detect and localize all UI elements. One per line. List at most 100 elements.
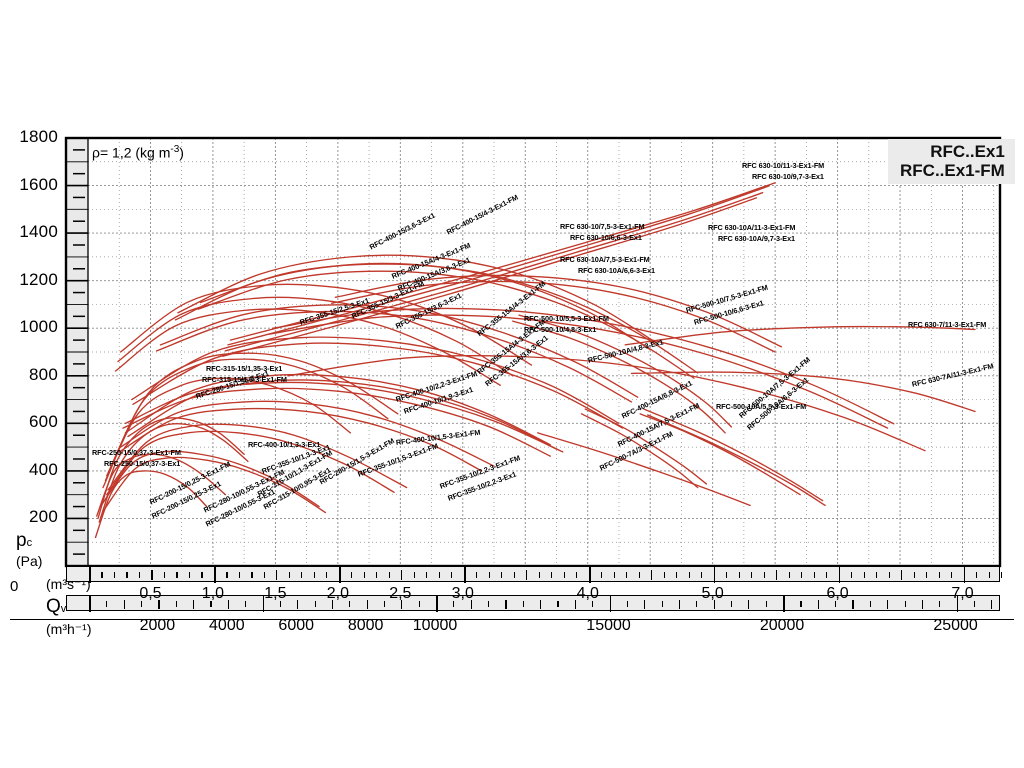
x-tick [776, 570, 778, 580]
performance-curve [639, 413, 801, 496]
x-tick [513, 572, 515, 578]
performance-curve [106, 430, 395, 496]
curve-label: RFC-500-10A/5,5-3-Ex1-FM [716, 402, 807, 411]
x-tick [238, 572, 240, 578]
x-tick [401, 570, 403, 580]
x-tick [638, 572, 640, 578]
chart-title-box: RFC..Ex1 RFC..Ex1-FM [888, 139, 1015, 185]
x-tick [588, 567, 591, 583]
x-axis-tick-label-secondary: 25000 [933, 617, 978, 634]
x-tick [663, 572, 665, 578]
x-tick-secondary [869, 601, 871, 607]
y-axis-tick-label: 1600 [19, 174, 58, 194]
performance-curve [124, 381, 564, 453]
y-axis-tick-label: 1200 [19, 269, 58, 289]
x-tick [188, 572, 191, 578]
performance-curve [131, 336, 620, 425]
x-tick-secondary [557, 601, 559, 607]
x-tick [651, 570, 653, 580]
x-axis-tick-label: 2,0 [326, 585, 349, 602]
performance-curve [118, 407, 483, 472]
performance-curve [580, 413, 699, 489]
x-tick [276, 570, 278, 580]
x-tick [313, 572, 315, 578]
y-axis-unit: (Pa) [16, 553, 43, 569]
x-tick-secondary [436, 596, 438, 612]
x-axis-tick-label-secondary: 4000 [209, 617, 245, 634]
x-tick-secondary [783, 596, 785, 612]
curve-label: RFC 630-7A/11-3-Ex1-FM [910, 361, 995, 389]
x-axis-tick-label: 7,0 [951, 585, 974, 602]
performance-curve [229, 182, 776, 341]
density-close: ) [179, 144, 184, 161]
x-axis-symbol: Q [46, 596, 61, 617]
curve-label: RFC 630-10/11-3-Ex1-FM [742, 161, 825, 170]
x-tick-secondary [678, 599, 681, 609]
x-tick [1001, 572, 1003, 578]
x-tick-secondary [574, 599, 576, 609]
x-tick [913, 572, 915, 578]
curve-label: RFC 630-10/7,5-3-Ex1-FM [560, 222, 645, 231]
x-tick [713, 567, 716, 583]
x-tick [363, 572, 365, 578]
performance-curve [99, 450, 320, 508]
x-tick [201, 572, 203, 578]
x-tick-secondary [817, 599, 819, 609]
performance-curve [537, 432, 751, 507]
x-axis-tick-label-secondary: 15000 [586, 617, 631, 634]
x-tick [951, 572, 953, 578]
x-tick-secondary [89, 596, 91, 612]
performance-curve [518, 314, 733, 428]
curve-label: RFC-315-15/1,5-3-Ex1-FM [202, 375, 287, 384]
y-axis-subscript: c [26, 537, 33, 549]
x-axis-tick-label: 6,0 [826, 585, 849, 602]
x-tick-secondary [175, 601, 177, 607]
x-tick [426, 572, 428, 578]
performance-curve [624, 325, 976, 346]
curve-label: RFC 630-10/6,6-3-Ex1 [570, 233, 642, 242]
y-axis-tick-label: 200 [29, 507, 58, 527]
curve-label: RFC-250-15/0,37-3-Ex1 [104, 459, 181, 468]
x-tick-secondary [141, 601, 143, 607]
x-axis-tick-label: 0,5 [139, 585, 162, 602]
performance-curve [119, 283, 533, 366]
title-line-1: RFC..Ex1 [930, 142, 1005, 161]
x-tick-secondary [505, 599, 507, 609]
performance-curve [227, 185, 770, 346]
x-tick [726, 572, 728, 578]
x-tick-secondary [939, 601, 941, 607]
x-tick [551, 572, 553, 578]
x-tick-secondary [401, 599, 403, 609]
x-tick [938, 572, 940, 578]
x-tick [926, 572, 928, 578]
x-tick [326, 572, 328, 578]
title-line-2: RFC..Ex1-FM [900, 161, 1005, 181]
x-tick-secondary [331, 599, 334, 609]
x-tick [126, 572, 128, 578]
performance-curve [630, 371, 976, 413]
performance-curve [643, 408, 824, 502]
x-axis-ruler-m3h [66, 595, 1000, 612]
x-tick [451, 572, 453, 578]
x-tick [826, 572, 828, 578]
y-axis-caption: pc (Pa) [16, 530, 42, 569]
y-axis-tick-label: 1800 [19, 127, 58, 146]
density-text: ρ= 1,2 (kg m [92, 144, 171, 161]
performance-curve [287, 354, 926, 452]
curve-label: RFC-500-10A/4,8-3-Ex1 [586, 337, 665, 365]
x-tick [876, 572, 878, 578]
x-tick [138, 572, 141, 578]
performance-curve [272, 307, 895, 425]
x-tick [438, 572, 440, 578]
y-axis-zero: 0 [10, 578, 19, 595]
x-axis-tick-label: 4,0 [576, 585, 599, 602]
x-tick [388, 572, 390, 578]
x-tick [463, 567, 466, 583]
x-tick [863, 572, 865, 578]
x-tick-secondary [800, 601, 802, 607]
x-tick-secondary [956, 596, 959, 612]
x-tick [688, 572, 690, 578]
density-exponent: -3 [170, 144, 180, 155]
curve-label: RFC 630-7/11-3-Ex1-FM [908, 320, 987, 329]
